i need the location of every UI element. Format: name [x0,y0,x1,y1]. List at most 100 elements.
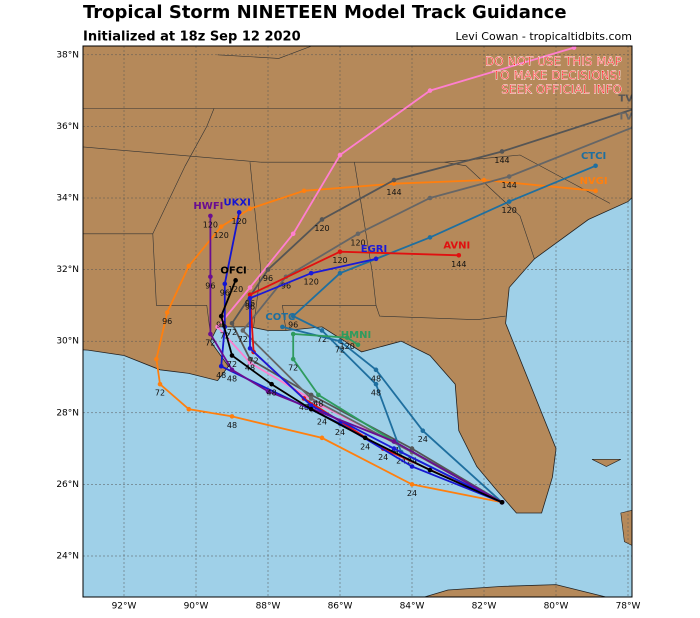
hour-label: 48 [227,421,237,430]
track-point [409,482,415,487]
track-point [308,270,314,276]
track-point [290,313,296,319]
track-point [427,88,433,93]
track-point [593,163,598,169]
track-point [308,403,314,408]
hour-label: 120 [332,256,347,265]
credit: Levi Cowan - tropicaltidbits.com [456,30,632,43]
hour-label: 144 [502,181,517,190]
hour-label: 24 [317,417,327,426]
track-point [247,346,253,351]
model-label: OFCI [220,265,246,276]
track-point [362,435,368,441]
hour-label: 72 [220,331,230,340]
hour-label: 48 [267,389,277,398]
model-label: TVCX [618,94,648,105]
subtitle: Initialized at 18z Sep 12 2020 [83,30,301,45]
track-point [593,188,598,194]
track-point [290,331,296,337]
hour-label: 96 [220,288,230,297]
track-point [427,235,433,240]
track-point [391,177,397,183]
lon-tick-label: 78°W [616,602,641,612]
track-point [319,435,325,441]
track-point [319,217,325,222]
track-point [308,406,314,412]
track-point [420,428,426,434]
track-point [265,389,271,394]
lat-tick-label: 38°N [56,50,79,60]
track-point [280,324,285,330]
track-point [233,278,238,283]
warning-text: SEEK OFFICIAL INFO [501,83,622,97]
hour-label: 24 [407,489,417,498]
land [423,584,608,597]
track-point [229,353,235,358]
track-point [373,367,379,373]
lon-tick-label: 88°W [256,602,281,612]
hour-label: 72 [155,389,165,398]
hour-label: 144 [386,188,401,197]
track-point [215,324,220,330]
lon-tick-label: 86°W [328,602,353,612]
model-label: HMNI [341,330,371,341]
track-point [157,381,163,387]
hour-label: 72 [249,356,259,365]
lat-tick-label: 24°N [56,552,79,562]
track-line [220,279,503,504]
track-point [373,256,379,262]
hour-label: 48 [371,374,381,383]
track-point [186,406,192,412]
hour-label: 96 [288,321,298,330]
track-point [247,360,253,365]
model-label: COTC [265,312,295,323]
track-point [409,464,415,469]
track-point [218,313,224,319]
model-label: UKXI [224,197,251,208]
model-label: EGRI [361,244,387,255]
lon-tick-label: 80°W [544,602,569,612]
track-point [290,356,296,362]
track-point [290,231,296,237]
hour-label: 24 [396,457,406,466]
lat-tick-label: 30°N [56,337,79,347]
track-point [208,331,213,337]
track-point [247,292,253,297]
hour-label: 120 [304,278,319,287]
lon-tick-label: 84°W [400,602,425,612]
track-point [456,252,462,258]
model-label: AVNI [443,240,470,251]
hour-label: 72 [288,364,298,373]
track-point [240,328,246,333]
lat-tick-label: 26°N [56,480,79,490]
track-point [154,356,159,362]
track-point [319,328,325,333]
hour-label: 120 [228,285,243,294]
track-point [308,396,314,401]
track-point [571,46,577,50]
track-point [427,195,433,201]
track-point [337,152,343,158]
hour-label: 72 [238,335,248,344]
track-point [186,263,192,269]
state-border [83,233,211,335]
track-point [633,106,638,111]
track-point [247,206,253,212]
lat-tick-label: 34°N [56,194,79,204]
track-point [218,224,224,229]
hour-label: 24 [418,435,428,444]
warning-text: DO NOT USE THIS MAP [485,55,622,69]
track-point [229,414,235,419]
hour-label: 24 [378,453,388,462]
track-point [208,213,213,219]
track-point [316,392,321,398]
model-label: TVCN [618,111,648,122]
land [83,46,632,514]
track-point [499,149,505,154]
track-line [209,215,503,504]
track-point [427,467,433,473]
track-point [506,174,512,179]
state-border [217,46,313,59]
island [591,458,621,467]
